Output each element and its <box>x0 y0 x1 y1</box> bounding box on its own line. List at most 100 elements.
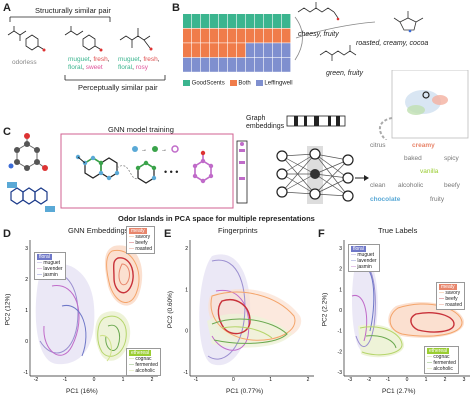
panel-d-legend-ethereal: ethereal — cognac — fermented — alcoholi… <box>126 348 161 376</box>
odor-word-fruity: fruity <box>430 196 445 203</box>
y-tick-label: 1 <box>25 308 28 314</box>
panel-f-legend-meaty: meaty — savory — beefy — roasted <box>436 282 466 310</box>
panel-e-plot: -1 0 1 2 2 1 0 -1 <box>184 240 314 381</box>
grid-cell <box>192 57 201 72</box>
perceptually-similar-label: Perceptually similar pair <box>78 83 158 92</box>
grid-cell <box>183 28 192 43</box>
x-tick-label: 1 <box>269 377 272 381</box>
odor-word-vanilla: vanilla <box>420 168 439 175</box>
odor-word-alcoholic: alcoholic <box>398 182 424 189</box>
x-tick-label: 2 <box>307 377 310 381</box>
structurally-similar-label: Structurally similar pair <box>35 6 111 15</box>
y-tick-label: 0 <box>339 308 342 314</box>
grid-cell <box>264 57 273 72</box>
y-tick-label: 2 <box>339 267 342 273</box>
grid-cell <box>282 28 291 43</box>
y-tick-label: 2 <box>25 277 28 283</box>
mol2-word-muguet: muguet <box>68 56 90 63</box>
grid-cell <box>183 14 192 28</box>
grid-cell <box>201 14 210 28</box>
grid-cell <box>201 43 210 58</box>
grid-cell <box>237 14 246 28</box>
panel-b-letter: B <box>172 2 180 14</box>
panel-f-letter: F <box>318 228 325 240</box>
mol3-word-muguet: muguet <box>118 56 140 63</box>
x-tick-label: 3 <box>463 377 466 381</box>
x-tick-label: 0 <box>232 377 235 381</box>
mol2-word-fresh: fresh <box>93 56 108 63</box>
odor-word-spicy: spicy <box>444 155 459 162</box>
y-tick-label: -1 <box>338 329 343 335</box>
panel-e-xlabel: PC1 (0.77%) <box>226 388 264 395</box>
mol2-word-sweet: sweet <box>85 64 103 71</box>
x-tick-label: 0 <box>406 377 409 381</box>
panel-b-dataset-grid <box>183 14 291 72</box>
legend-goodscents: GoodScents <box>183 80 225 87</box>
grid-cell <box>228 57 237 72</box>
grid-cell <box>228 28 237 43</box>
grid-cell <box>273 43 282 58</box>
panel-d-legend-meaty: meaty — savory — beefy — roasted <box>126 226 156 254</box>
grid-cell <box>219 43 228 58</box>
mol3-word-floral: floral <box>118 64 133 71</box>
x-tick-label: 1 <box>425 377 428 381</box>
grid-cell <box>183 43 192 58</box>
panel-f-legend-floral: floral — muguet — lavender — jasmin <box>348 244 380 272</box>
x-tick-label: 2 <box>151 377 154 381</box>
panel-c-letter: C <box>3 126 11 138</box>
y-tick-label: 1 <box>185 287 188 293</box>
grid-cell <box>210 14 219 28</box>
panel-e-title: Fingerprints <box>218 226 258 235</box>
molecule-2 <box>64 26 101 51</box>
mol2-desc-2: floral, sweet <box>68 64 103 71</box>
grid-cell <box>228 14 237 28</box>
y-tick-label: 0 <box>25 339 28 345</box>
panel-c-molecule-3d <box>7 133 55 212</box>
grid-cell <box>282 14 291 28</box>
grid-cell <box>237 43 246 58</box>
molecule-1 <box>7 26 44 51</box>
y-tick-label: -1 <box>24 370 29 376</box>
svg-text:→: → <box>141 147 147 153</box>
neural-network <box>276 146 369 204</box>
x-tick-label: 0 <box>93 377 96 381</box>
odor-word-baked: baked <box>404 155 422 162</box>
mol3-desc-2: floral, rosy <box>118 64 148 71</box>
panel-f-xlabel: PC1 (2.7%) <box>382 388 416 395</box>
mol3-word-rosy: rosy <box>135 64 148 71</box>
grid-cell <box>246 43 255 58</box>
y-tick-label: 0 <box>185 329 188 335</box>
odor-word-chocolate: chocolate <box>370 196 401 203</box>
panel-e-letter: E <box>164 228 172 240</box>
x-tick-label: -3 <box>348 377 353 381</box>
svg-text:• • •: • • • <box>164 167 178 177</box>
graph-embeddings-label: Graph embeddings <box>246 115 285 130</box>
embedding-vector <box>286 115 346 127</box>
x-tick-label: -1 <box>63 377 68 381</box>
grid-cell <box>219 28 228 43</box>
grid-cell <box>219 57 228 72</box>
mol3-desc-1: muguet, fresh, <box>118 56 160 63</box>
y-tick-label: 3 <box>339 246 342 252</box>
grid-cell <box>219 14 228 28</box>
grid-cell <box>237 28 246 43</box>
grid-cell <box>255 28 264 43</box>
grid-cell <box>201 57 210 72</box>
legend-both: Both <box>229 80 251 87</box>
mol2-word-floral: floral <box>68 64 83 71</box>
mol3-word-fresh: fresh <box>143 56 158 63</box>
odor-word-beefy: beefy <box>444 182 460 189</box>
desc-roasted-creamy: roasted, creamy, cocoa <box>356 40 429 47</box>
panel-d-title: GNN Embeddings <box>68 226 129 235</box>
pca-inset <box>378 70 469 140</box>
grid-cell <box>192 28 201 43</box>
odor-word-citrus: citrus <box>370 142 386 149</box>
y-tick-label: -3 <box>338 370 343 376</box>
grid-cell <box>210 28 219 43</box>
gnn-training-title: GNN model training <box>108 125 174 134</box>
grid-cell <box>237 57 246 72</box>
panel-b-molecules <box>294 2 424 61</box>
svg-text:→: → <box>161 147 167 153</box>
grid-cell <box>273 28 282 43</box>
grid-cell <box>246 14 255 28</box>
